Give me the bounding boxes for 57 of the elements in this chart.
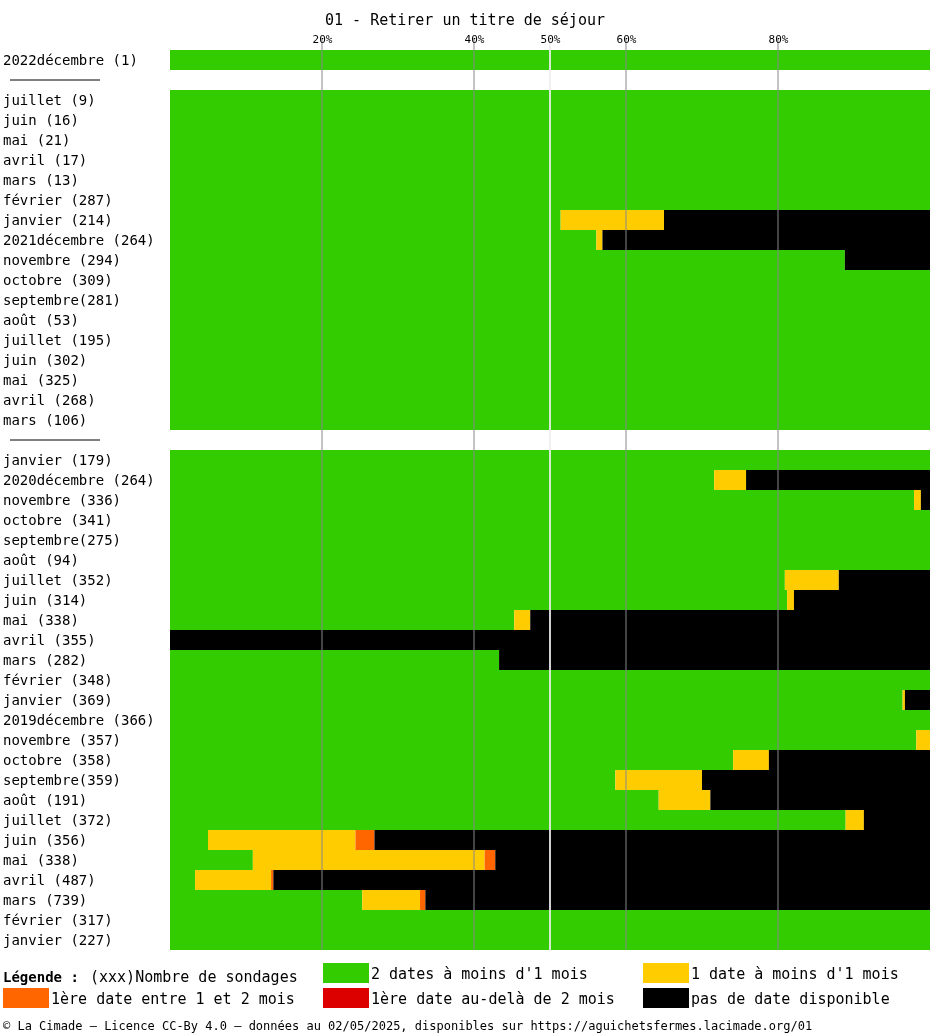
y-tick-label: juin (314) (3, 592, 88, 608)
y-tick-label: mai (338) (3, 612, 79, 628)
y-tick-label: 2021décembre (264) (3, 232, 155, 248)
chart-title: 01 - Retirer un titre de séjour (325, 11, 605, 29)
text: © La Cimade – Licence CC-By 4.0 – données au 02/05/2025, disponibles sur https://aguichetsfermes.lacimade.org/01 (3, 1019, 813, 1033)
y-tick-label: mars (739) (3, 892, 88, 908)
y-tick-label: juillet (195) (3, 332, 113, 348)
y-tick-label: novembre (336) (3, 492, 122, 508)
text: (xxx)Nombre de sondages (90, 968, 298, 986)
y-tick-label: août (191) (3, 792, 88, 808)
y-tick-label: avril (17) (3, 152, 88, 168)
y-tick-label: avril (487) (3, 872, 96, 888)
y-tick-label: mars (282) (3, 652, 88, 668)
x-tick-label: 80% (768, 33, 789, 46)
y-tick-label: janvier (227) (3, 932, 113, 948)
y-tick-label: novembre (357) (3, 732, 122, 748)
y-tick-label: janvier (179) (3, 452, 113, 468)
y-tick-label: 2020décembre (264) (3, 472, 155, 488)
legend-title: Légende : (3, 969, 79, 985)
y-tick-label: janvier (369) (3, 692, 113, 708)
legend-label: 1ère date entre 1 et 2 mois (51, 990, 295, 1008)
x-tick-label: 60% (616, 33, 637, 46)
y-tick-label: août (94) (3, 552, 79, 568)
y-tick-label: avril (268) (3, 392, 96, 408)
y-tick-label: 2022décembre (1) (3, 52, 138, 68)
y-tick-label: juillet (9) (3, 92, 96, 108)
x-tick-label: 40% (464, 33, 485, 46)
y-tick-label: 2019décembre (366) (3, 712, 155, 728)
y-tick-label: mars (13) (3, 172, 79, 188)
legend-label: 1 date à moins d'1 mois (691, 965, 899, 983)
y-tick-label: novembre (294) (3, 252, 122, 268)
x-tick-label: 20% (312, 33, 333, 46)
y-tick-label: octobre (341) (3, 512, 113, 528)
y-tick-label: octobre (309) (3, 272, 113, 288)
y-tick-label: juin (302) (3, 352, 88, 368)
y-tick-label: mai (338) (3, 852, 79, 868)
y-tick-label: janvier (214) (3, 212, 113, 228)
y-tick-label: avril (355) (3, 632, 96, 648)
x-tick-label: 50% (540, 33, 561, 46)
y-tick-label: octobre (358) (3, 752, 113, 768)
y-tick-label: février (317) (3, 912, 113, 928)
y-tick-label: février (287) (3, 192, 113, 208)
y-tick-label: juillet (372) (3, 812, 113, 828)
legend-label: pas de date disponible (691, 990, 890, 1008)
y-tick-label: septembre(275) (3, 532, 122, 548)
y-tick-label: juin (16) (3, 112, 79, 128)
y-tick-label: février (348) (3, 672, 113, 688)
y-tick-label: août (53) (3, 312, 79, 328)
y-tick-label: juillet (352) (3, 572, 113, 588)
y-tick-label: mai (325) (3, 372, 79, 388)
y-tick-label: mars (106) (3, 412, 88, 428)
legend-label: 1ère date au-delà de 2 mois (371, 990, 615, 1008)
y-tick-label: septembre(281) (3, 292, 122, 308)
y-tick-label: juin (356) (3, 832, 88, 848)
legend-label: 2 dates à moins d'1 mois (371, 965, 588, 983)
y-tick-label: septembre(359) (3, 772, 122, 788)
y-tick-label: mai (21) (3, 132, 71, 148)
